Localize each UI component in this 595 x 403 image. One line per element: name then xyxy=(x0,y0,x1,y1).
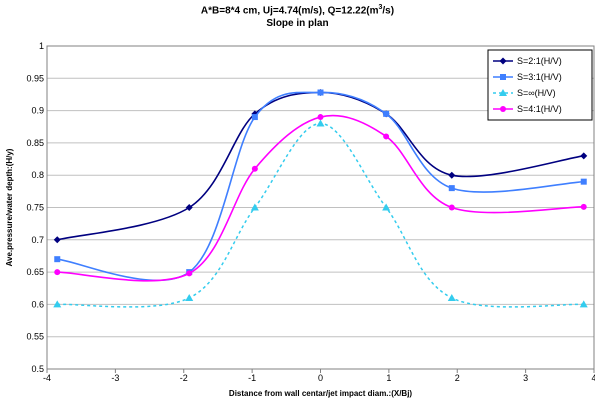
data-point xyxy=(317,114,324,121)
series-line xyxy=(57,114,584,282)
data-point xyxy=(250,203,259,211)
data-point xyxy=(53,236,61,244)
y-axis-label: Ave.pressure/water depth:(H/y) xyxy=(5,148,14,266)
data-point xyxy=(383,110,390,117)
series-4 xyxy=(54,114,587,282)
x-tick-label: -3 xyxy=(111,373,119,383)
data-point xyxy=(185,204,193,211)
chart-title: A*B=8*4 cm, Uj=4.74(m/s), Q=12.22(m3/s) xyxy=(0,4,595,16)
y-tick-label: 0.5 xyxy=(31,364,44,374)
legend-label: S=3:1(H/V) xyxy=(517,72,562,82)
y-axis-ticks: 0.5 0.55 0.6 0.65 0.7 0.75 0.8 0.85 0.9 0.95 1 xyxy=(26,41,44,374)
data-point xyxy=(580,152,588,160)
x-tick-label: 1 xyxy=(386,373,391,383)
data-point xyxy=(448,204,455,211)
x-tick-label: 4 xyxy=(591,373,595,383)
data-point xyxy=(54,256,61,263)
series-3 xyxy=(53,119,588,308)
series-line xyxy=(57,122,584,308)
legend: S=2:1(H/V) S=3:1(H/V) S=∞(H/V) S=4:1(H/V) xyxy=(487,49,593,121)
y-tick-label: 0.8 xyxy=(31,170,44,180)
legend-marker xyxy=(500,106,506,112)
data-point xyxy=(54,269,61,276)
legend-marker xyxy=(499,89,507,96)
series-group xyxy=(53,89,588,308)
y-tick-label: 0.9 xyxy=(31,106,44,116)
data-point xyxy=(53,300,62,308)
chart-title-main: A*B=8*4 cm, Uj=4.74(m/s), Q=12.22(m xyxy=(200,5,379,17)
y-tick-label: 0.75 xyxy=(26,203,44,213)
chart-subtitle: Slope in plan xyxy=(266,18,329,29)
chart-title-end: /s) xyxy=(382,5,395,17)
legend-marker xyxy=(499,57,507,65)
data-point xyxy=(382,203,391,211)
data-point xyxy=(579,300,588,308)
data-point xyxy=(251,165,258,172)
data-point xyxy=(448,185,455,192)
legend-label: S=2:1(H/V) xyxy=(517,56,562,66)
x-tick-label: -2 xyxy=(180,373,188,383)
legend-marker xyxy=(500,74,506,80)
x-tick-label: -4 xyxy=(43,373,51,383)
y-tick-label: 0.65 xyxy=(26,267,44,277)
legend-item: S=4:1(H/V) xyxy=(493,104,562,114)
data-point xyxy=(580,178,587,185)
data-point xyxy=(317,89,324,96)
legend-label: S=∞(H/V) xyxy=(517,88,556,98)
legend-label: S=4:1(H/V) xyxy=(517,104,562,114)
x-tick-label: 3 xyxy=(523,373,528,383)
data-point xyxy=(185,293,194,301)
x-tick-label: -1 xyxy=(248,373,256,383)
legend-item: S=∞(H/V) xyxy=(493,88,556,98)
x-axis-label: Distance from wall centar/jet impact dia… xyxy=(229,389,412,398)
x-tick-label: 2 xyxy=(455,373,460,383)
y-tick-label: 1 xyxy=(39,41,44,51)
y-tick-label: 0.55 xyxy=(26,332,44,342)
data-point xyxy=(383,133,390,140)
data-point xyxy=(316,119,325,127)
data-point xyxy=(186,270,193,277)
legend-item: S=3:1(H/V) xyxy=(493,72,562,82)
y-tick-label: 0.7 xyxy=(31,235,44,245)
data-point xyxy=(448,171,456,179)
chart-title-superscript: 3 xyxy=(378,4,383,11)
y-tick-label: 0.95 xyxy=(26,73,44,83)
data-point xyxy=(580,203,587,210)
data-point xyxy=(447,293,456,301)
x-axis-ticks: -4 -3 -2 -1 0 1 2 3 4 xyxy=(43,369,595,383)
x-tick-label: 0 xyxy=(318,373,323,383)
y-tick-label: 0.85 xyxy=(26,138,44,148)
y-tick-label: 0.6 xyxy=(31,299,44,309)
legend-item: S=2:1(H/V) xyxy=(493,56,562,66)
data-point xyxy=(251,114,258,121)
